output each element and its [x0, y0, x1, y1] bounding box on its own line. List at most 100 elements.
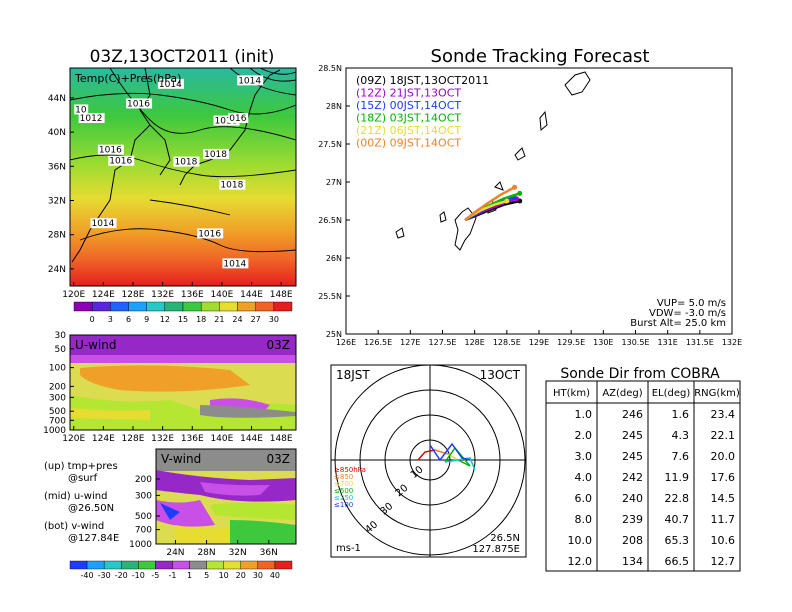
u-wind-lon-ticks: 120E 124E 128E 132E 136E 140E 144E 148E [62, 426, 293, 444]
isobar-label: 10 [75, 105, 87, 115]
track-endpoint [512, 184, 518, 190]
table-cell: 1.6 [672, 408, 690, 421]
temp-colorbar-label: 0 [90, 315, 95, 324]
v-lat-label: 36N [260, 548, 278, 558]
wind-colorbar-swatch [138, 560, 156, 570]
wind-colorbar-swatch [172, 560, 190, 570]
u-pres-label: 1000 [43, 426, 66, 436]
legend-note-line1: (up) tmp+pres [44, 461, 118, 472]
u-lon-label: 132E [151, 434, 174, 444]
track-lon-label: 130E [593, 338, 613, 347]
track-lon-label: 132E [722, 338, 742, 347]
track-lon-label: 131.5E [686, 338, 714, 347]
isobar-label: 1014 [91, 219, 114, 229]
table-cell: 22.8 [665, 492, 690, 505]
map-lat-label: 28N [48, 231, 66, 241]
wind-colorbar-label: -1 [168, 571, 176, 580]
map-panel-label: Temp(C)+Pres(hPa) [74, 72, 181, 85]
v-pres-label: 500 [135, 512, 152, 522]
v-wind-pressure-ticks: 200 300 500 700 1000 [129, 475, 160, 550]
u-lon-label: 148E [270, 434, 293, 444]
cobra-table: Sonde Dir from COBRA HT(km) AZ(deg) EL(deg… [545, 366, 741, 572]
temp-colorbar-swatch [273, 301, 293, 312]
v-pres-label: 1000 [129, 540, 152, 550]
wind-colorbar-label: -40 [81, 571, 94, 580]
u-lon-label: 140E [210, 434, 233, 444]
temp-colorbar-label: 3 [108, 315, 113, 324]
isobar-label: 1012 [80, 114, 103, 124]
temp-colorbar-label: 12 [160, 315, 170, 324]
map-lon-label: 128E [122, 290, 145, 300]
isobar-label-bg [222, 258, 249, 269]
v-pres-label: 300 [135, 491, 152, 501]
track-endpoint [504, 198, 510, 204]
track-param: VUP= 5.0 m/s [657, 298, 726, 309]
map-frame [69, 67, 297, 287]
wind-colorbar-swatch [155, 560, 173, 570]
track-lat-label: 27.5N [318, 140, 342, 149]
temp-colorbar-label: 18 [196, 315, 206, 324]
legend-note-line2: @127.84E [68, 533, 119, 544]
map-lon-label: 132E [151, 290, 174, 300]
track-lon-label: 130.5E [622, 338, 650, 347]
map-lon-label: 148E [270, 290, 293, 300]
right-title: Sonde Tracking Forecast [431, 46, 650, 67]
temp-colorbar-swatch [255, 301, 275, 312]
track-lat-label: 27N [326, 178, 342, 187]
wind-colorbar-swatch [86, 560, 105, 570]
isobar-label-bg [97, 144, 124, 155]
track-lon-label: 129.5E [557, 338, 585, 347]
v-wind-time: 03Z [267, 452, 291, 466]
temp-field [70, 68, 296, 286]
u-lon-label: 144E [240, 434, 263, 444]
wind-colorbar-label: 40 [270, 571, 280, 580]
table-cell: 246 [622, 408, 643, 421]
isobar-label: 1018 [214, 117, 237, 127]
isobar-label-bg [213, 115, 240, 126]
track-legend: (09Z) 18JST,13OCT2011(12Z) 21JST,13OCT(1… [356, 74, 489, 150]
track-lon-label: 128.5E [493, 338, 521, 347]
track-lon-label: 128E [465, 338, 485, 347]
temp-colorbar-swatch [219, 301, 238, 312]
table-cell: 11.9 [665, 471, 690, 484]
temp-colorbar-label: 21 [214, 315, 224, 324]
table-cell: 4.0 [575, 471, 593, 484]
wind-colorbar: -40 -30 -20 -10 -5 -1 1 5 10 20 30 40 [69, 560, 293, 580]
table-body: HT(km) AZ(deg) EL(deg) RNG(km) 1.0 246 1.6 23.4… [545, 380, 741, 572]
wind-colorbar-label: -5 [151, 571, 159, 580]
isobar-label-bg [90, 218, 117, 229]
temp-colorbar-swatch [110, 301, 129, 312]
wind-colorbar-swatch [206, 560, 224, 570]
map-lon-label: 124E [92, 290, 115, 300]
u-pres-label: 500 [49, 407, 66, 417]
polar-level-entry: ≤850 [334, 473, 353, 481]
table-cell: 10.6 [711, 534, 736, 547]
isobar-label-bg [219, 179, 246, 190]
wind-colorbar-label: -30 [98, 571, 111, 580]
wind-colorbar-swatch [103, 560, 122, 570]
table-cell: 3.0 [575, 450, 593, 463]
table-cell: 20.0 [711, 450, 736, 463]
track-lon-label: 126.5E [364, 338, 392, 347]
temp-colorbar-swatch [91, 301, 111, 312]
temp-colorbar-swatch [200, 301, 220, 312]
isobar-label-bg [173, 156, 200, 167]
u-pres-label: 50 [55, 345, 67, 355]
v-lat-label: 28N [197, 548, 215, 558]
track-legend-entry: (21Z) 06JST,14OCT [356, 124, 461, 137]
track-line [464, 186, 516, 221]
v-wind-lat-ticks: 24N 28N 32N 36N [166, 540, 278, 558]
track-lat-label: 28.5N [318, 64, 342, 73]
map-lat-label: 32N [48, 197, 66, 207]
table-frame [545, 380, 741, 572]
v-lat-label: 24N [166, 548, 184, 558]
polar-time-label: 18JST [336, 368, 370, 382]
isobar-label: 1016 [198, 229, 221, 239]
track-lat-label: 25N [326, 330, 342, 339]
table-cell: 6.0 [575, 492, 593, 505]
track-endpoint [517, 190, 523, 196]
